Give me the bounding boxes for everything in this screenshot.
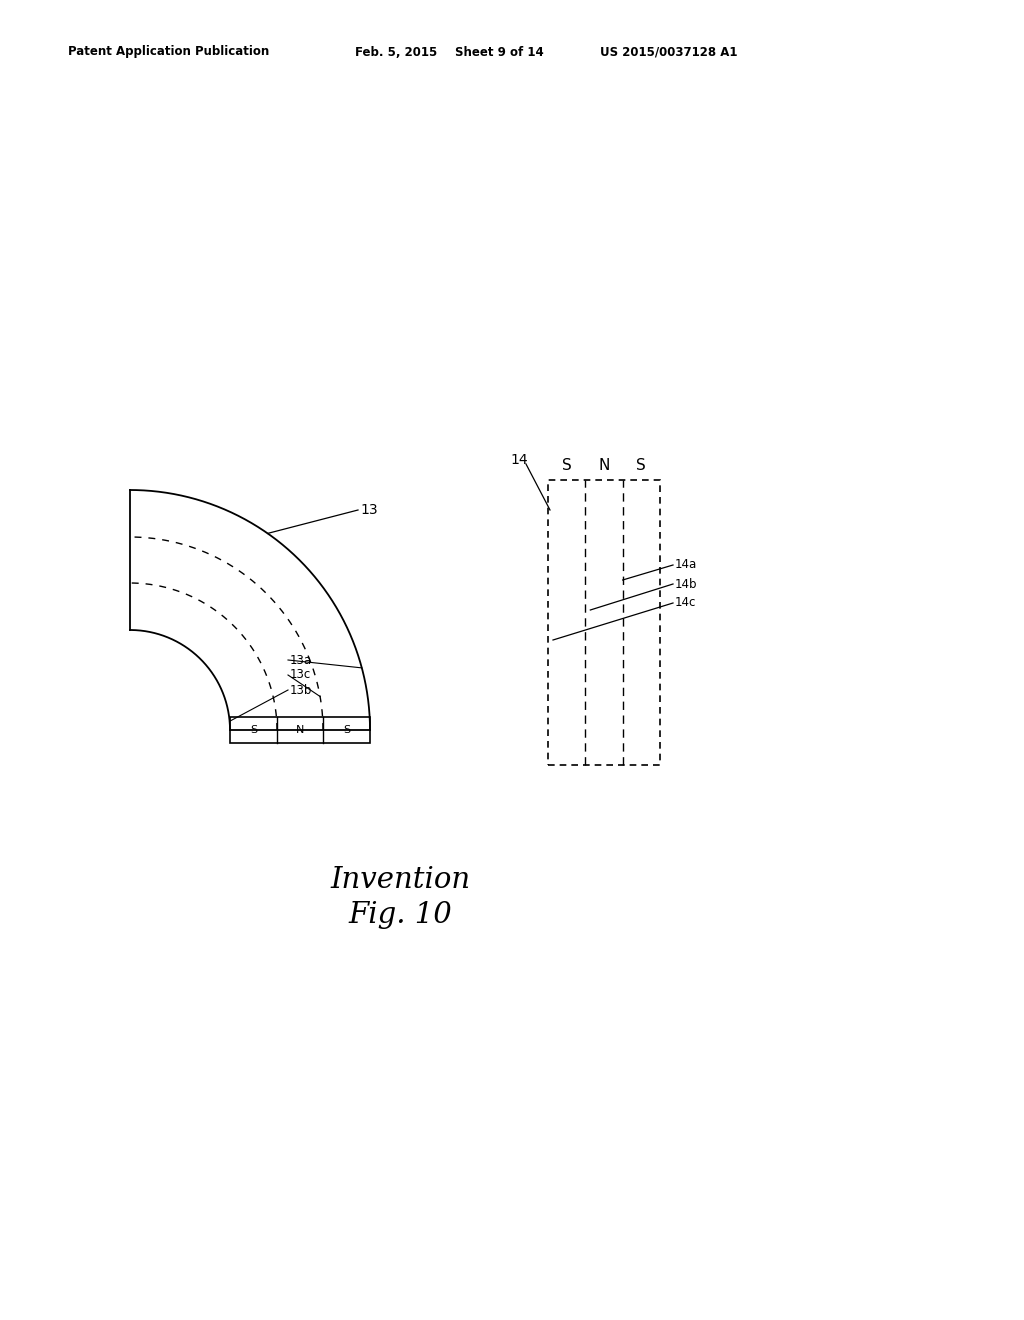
Text: Feb. 5, 2015: Feb. 5, 2015: [355, 45, 437, 58]
Text: N: N: [296, 725, 304, 735]
Text: US 2015/0037128 A1: US 2015/0037128 A1: [600, 45, 737, 58]
Bar: [230, 717, 370, 743]
Text: Fig. 10: Fig. 10: [348, 902, 452, 929]
Bar: [548, 480, 660, 766]
Text: 13b: 13b: [290, 684, 312, 697]
Text: S: S: [250, 725, 257, 735]
Text: 14: 14: [510, 453, 527, 467]
Text: 13: 13: [360, 503, 378, 517]
Text: S: S: [562, 458, 571, 474]
Text: Sheet 9 of 14: Sheet 9 of 14: [455, 45, 544, 58]
Text: 14a: 14a: [675, 558, 697, 572]
Text: Invention: Invention: [330, 866, 470, 894]
Text: 14b: 14b: [675, 578, 697, 590]
Text: 13a: 13a: [290, 653, 312, 667]
Text: 13c: 13c: [290, 668, 311, 681]
Text: Patent Application Publication: Patent Application Publication: [68, 45, 269, 58]
Text: S: S: [343, 725, 350, 735]
Text: N: N: [598, 458, 609, 474]
Text: 14c: 14c: [675, 597, 696, 610]
Text: S: S: [637, 458, 646, 474]
